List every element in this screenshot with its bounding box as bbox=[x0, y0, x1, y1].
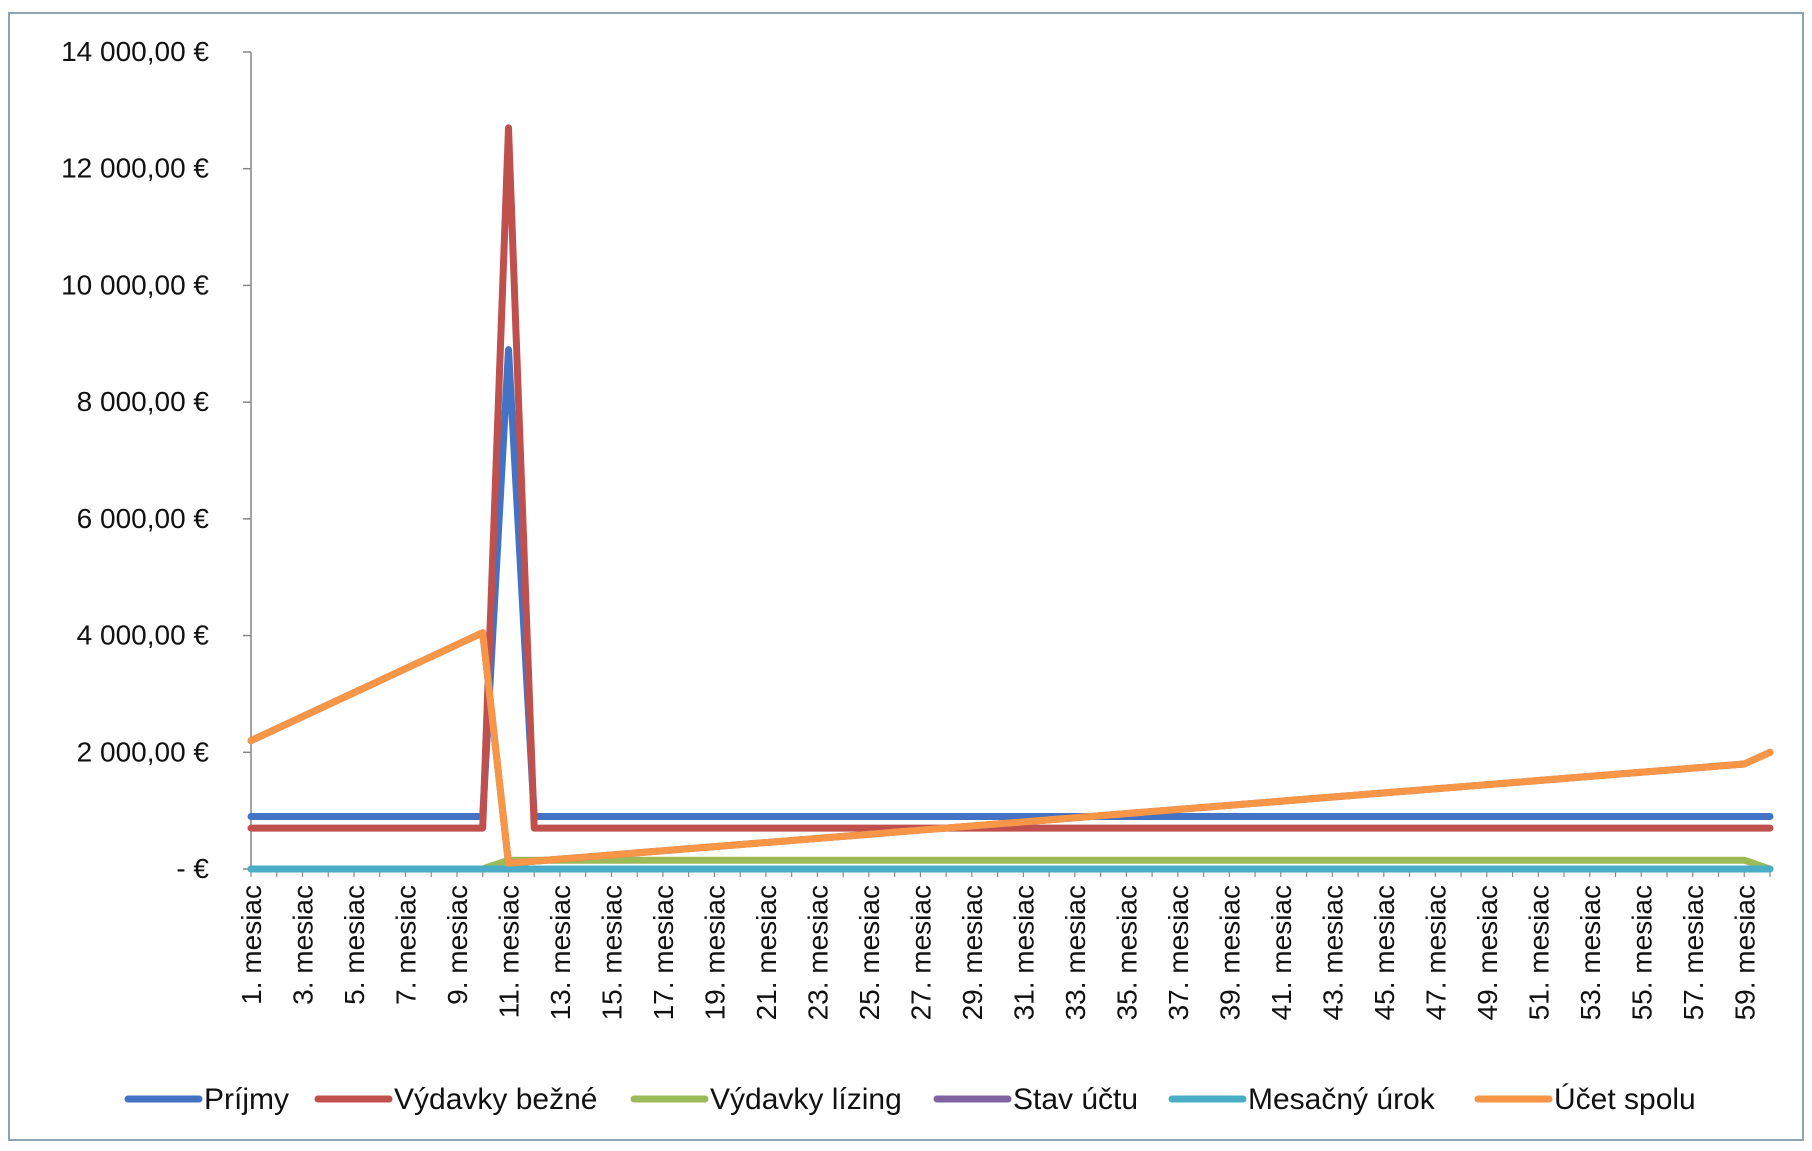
x-tick-label: 43. mesiac bbox=[1317, 885, 1348, 1020]
x-tick-label: 9. mesiac bbox=[442, 885, 473, 1005]
x-tick-label: 19. mesiac bbox=[699, 885, 730, 1020]
y-tick-label: 8 000,00 € bbox=[77, 386, 210, 417]
x-tick-label: 57. mesiac bbox=[1678, 885, 1709, 1020]
series-line bbox=[247, 346, 1774, 820]
x-tick-label: 51. mesiac bbox=[1523, 885, 1554, 1020]
x-tick-label: 49. mesiac bbox=[1472, 885, 1503, 1020]
x-tick-label: 41. mesiac bbox=[1266, 885, 1297, 1020]
chart-border bbox=[8, 12, 1804, 1141]
x-tick-label: 35. mesiac bbox=[1111, 885, 1142, 1020]
legend-label: Účet spolu bbox=[1554, 1083, 1696, 1116]
y-tick-label: - € bbox=[176, 853, 209, 884]
x-tick-label: 33. mesiac bbox=[1060, 885, 1091, 1020]
x-tick-label: 25. mesiac bbox=[854, 885, 885, 1020]
x-tick-label: 47. mesiac bbox=[1420, 885, 1451, 1020]
legend: Príjmy Výdavky bežné Výdavky lízing Stav úč… bbox=[124, 1083, 1696, 1116]
x-tick-label: 21. mesiac bbox=[751, 885, 782, 1020]
x-tick-label: 59. mesiac bbox=[1729, 885, 1760, 1020]
legend-label: Výdavky bežné bbox=[394, 1083, 597, 1116]
legend-label: Mesačný úrok bbox=[1248, 1083, 1436, 1116]
series-lines bbox=[247, 124, 1774, 873]
x-tick-label: 1. mesiac bbox=[236, 885, 267, 1005]
legend-label: Príjmy bbox=[204, 1083, 289, 1116]
y-axis: - € 2 000,00 € 4 000,00 € 6 000,00 € 8 000,0… bbox=[61, 36, 252, 884]
legend-label: Výdavky lízing bbox=[710, 1083, 902, 1116]
x-tick-label: 13. mesiac bbox=[545, 885, 576, 1020]
x-tick-label: 3. mesiac bbox=[287, 885, 318, 1005]
x-tick-label: 39. mesiac bbox=[1214, 885, 1245, 1020]
legend-label: Stav účtu bbox=[1013, 1083, 1138, 1116]
x-tick-label: 17. mesiac bbox=[648, 885, 679, 1020]
x-tick-label: 31. mesiac bbox=[1008, 885, 1039, 1020]
x-tick-label: 37. mesiac bbox=[1163, 885, 1194, 1020]
y-tick-label: 14 000,00 € bbox=[61, 36, 209, 67]
x-tick-label: 7. mesiac bbox=[390, 885, 421, 1005]
x-tick-label: 11. mesiac bbox=[493, 885, 524, 1018]
series-line bbox=[247, 629, 1774, 867]
x-tick-label: 29. mesiac bbox=[957, 885, 988, 1020]
x-tick-label: 53. mesiac bbox=[1575, 885, 1606, 1020]
y-tick-label: 12 000,00 € bbox=[61, 153, 209, 184]
x-tick-label: 5. mesiac bbox=[339, 885, 370, 1005]
y-tick-label: 6 000,00 € bbox=[77, 503, 210, 534]
y-tick-label: 4 000,00 € bbox=[77, 620, 210, 651]
x-tick-label: 55. mesiac bbox=[1626, 885, 1657, 1020]
y-tick-label: 2 000,00 € bbox=[77, 736, 210, 767]
y-tick-label: 10 000,00 € bbox=[61, 269, 209, 300]
x-tick-label: 15. mesiac bbox=[596, 885, 627, 1020]
x-tick-label: 45. mesiac bbox=[1369, 885, 1400, 1020]
x-tick-label: 23. mesiac bbox=[802, 885, 833, 1020]
x-tick-label: 27. mesiac bbox=[905, 885, 936, 1020]
